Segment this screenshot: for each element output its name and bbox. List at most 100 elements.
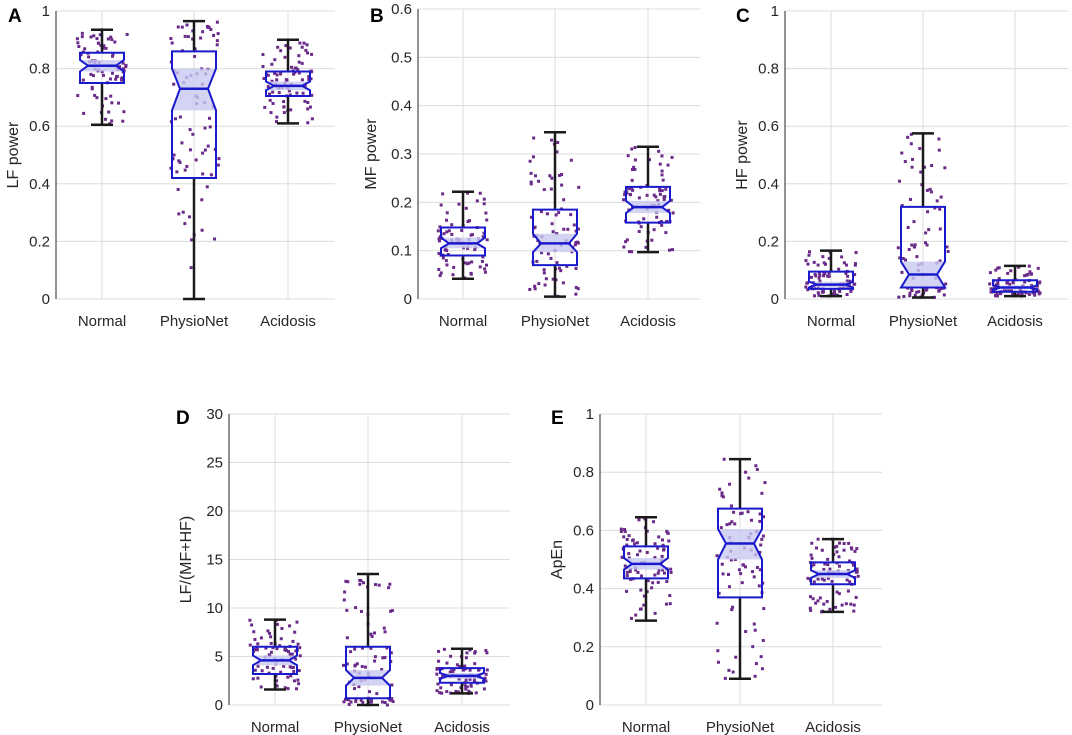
data-point (760, 667, 764, 671)
data-point (482, 197, 486, 201)
data-point (256, 676, 260, 680)
data-point (263, 105, 267, 109)
data-point (217, 157, 221, 161)
data-point (435, 672, 439, 676)
data-point (660, 538, 664, 542)
data-point (275, 73, 279, 77)
data-point (658, 187, 662, 191)
data-point (177, 212, 181, 216)
data-point (485, 668, 489, 672)
y-tick-label: 0 (404, 291, 412, 308)
data-point (435, 689, 439, 693)
box-outline (717, 507, 763, 599)
data-point (548, 174, 552, 178)
data-point (627, 187, 631, 191)
data-point (645, 529, 649, 533)
data-point (622, 198, 626, 202)
data-point (463, 261, 467, 265)
data-point (808, 250, 812, 254)
data-point (716, 660, 720, 664)
data-point (551, 230, 555, 234)
data-point (451, 273, 455, 277)
data-point (121, 61, 125, 65)
data-point (758, 512, 762, 516)
data-point (1009, 288, 1013, 292)
data-point (932, 295, 936, 299)
data-point (188, 128, 192, 132)
data-point (740, 511, 744, 515)
data-point (306, 100, 310, 104)
data-point (436, 682, 440, 686)
data-point (913, 243, 917, 247)
data-point (275, 622, 279, 626)
data-point (469, 684, 473, 688)
data-point (256, 664, 260, 668)
data-point (363, 665, 367, 669)
data-point (562, 227, 566, 231)
data-point (178, 160, 182, 164)
data-point (554, 213, 558, 217)
data-point (910, 243, 914, 247)
data-point (310, 93, 314, 97)
data-point (909, 142, 913, 146)
panel-c: 0 0.2 0.4 0.6 0.8 1 C HF power Normal PhysioNet Ac… (734, 3, 1068, 330)
data-point (816, 263, 820, 267)
data-point (806, 281, 810, 285)
data-point (930, 164, 934, 168)
box-outline (808, 270, 854, 290)
data-point (473, 662, 477, 666)
data-point (651, 581, 655, 585)
data-point (104, 46, 108, 50)
data-point (549, 187, 553, 191)
y-tick-label: 0.2 (573, 639, 594, 656)
data-point (730, 608, 734, 612)
data-point (639, 607, 643, 611)
data-point (124, 63, 128, 67)
y-tick-label: 0.6 (391, 1, 412, 18)
box-acidosis (988, 264, 1042, 298)
data-point (75, 37, 79, 41)
data-point (445, 690, 449, 694)
data-point (574, 240, 578, 244)
data-point (721, 572, 725, 576)
data-point (557, 266, 561, 270)
data-point (847, 541, 851, 545)
data-point (846, 274, 850, 278)
data-point (569, 158, 573, 162)
data-point (734, 655, 738, 659)
data-point (826, 274, 830, 278)
data-point (390, 609, 394, 613)
box-normal (248, 618, 302, 691)
y-tick-label: 0.4 (573, 581, 594, 598)
data-point (531, 155, 535, 159)
data-point (758, 550, 762, 554)
data-point (261, 64, 265, 68)
data-point (464, 687, 468, 691)
data-point (346, 580, 350, 584)
data-point (809, 608, 813, 612)
data-point (454, 689, 458, 693)
data-point (271, 666, 275, 670)
data-point (485, 218, 489, 222)
data-point (178, 115, 182, 119)
data-point (817, 271, 821, 275)
data-point (360, 664, 364, 668)
data-point (942, 293, 946, 297)
data-point (897, 295, 901, 299)
data-point (110, 38, 114, 42)
data-point (254, 648, 258, 652)
data-point (472, 679, 476, 683)
data-point (274, 120, 278, 124)
data-point (715, 621, 719, 625)
panel-label: C (736, 6, 750, 27)
box-outline (899, 205, 947, 289)
y-tick-label: 0 (771, 291, 779, 308)
data-point (537, 179, 541, 183)
data-point (464, 684, 468, 688)
data-point (457, 202, 461, 206)
data-point (825, 599, 829, 603)
data-point (650, 238, 654, 242)
data-point (854, 262, 858, 266)
data-point (849, 546, 853, 550)
data-point (468, 677, 472, 681)
